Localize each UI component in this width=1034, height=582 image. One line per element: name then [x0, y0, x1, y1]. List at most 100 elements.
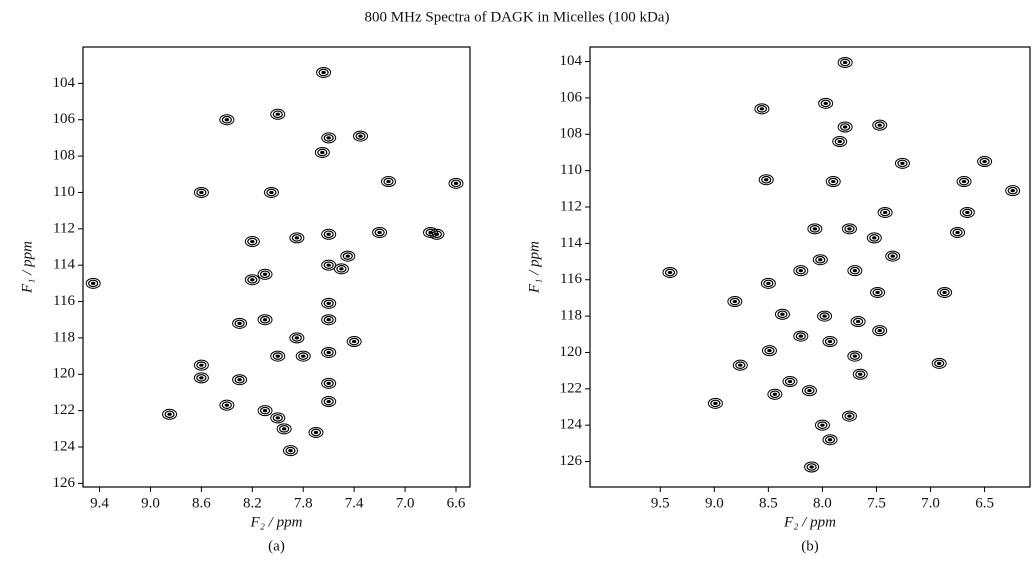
peak-core	[358, 134, 363, 138]
peak-contour	[259, 315, 271, 324]
peak-core	[262, 318, 268, 322]
peak-contour	[295, 350, 311, 362]
peak	[346, 336, 362, 348]
peak	[870, 286, 886, 298]
peak-contour	[979, 157, 990, 166]
peak-contour	[793, 265, 809, 277]
peak-contour	[429, 228, 445, 240]
peak-contour	[782, 376, 798, 388]
peak	[283, 445, 299, 457]
peak-core	[326, 263, 331, 267]
peak	[814, 419, 830, 431]
peak	[85, 277, 101, 289]
peak-core	[90, 281, 96, 285]
peak	[244, 236, 260, 248]
peak-core	[759, 107, 765, 111]
peak-core	[199, 190, 204, 195]
peak-contour	[939, 288, 950, 297]
peak	[931, 357, 947, 369]
peak	[381, 176, 397, 188]
panel-label: (b)	[801, 538, 819, 554]
peak-contour	[431, 230, 443, 239]
peak-contour	[817, 310, 833, 322]
peak-contour	[812, 254, 828, 266]
peak	[321, 259, 337, 271]
peak-contour	[732, 359, 748, 371]
peak-contour	[244, 274, 260, 286]
peak-contour	[852, 368, 868, 380]
peak-core	[767, 349, 772, 353]
peak-contour	[849, 266, 860, 275]
peak-contour	[897, 159, 908, 168]
peak-contour	[164, 410, 175, 419]
peak-contour	[219, 399, 235, 411]
peak	[852, 368, 868, 380]
peak-contour	[931, 357, 947, 369]
peak-contour	[234, 375, 245, 384]
peak-core	[738, 363, 743, 367]
y-tick-label: 116	[560, 271, 582, 287]
peak	[232, 374, 248, 386]
peak-contour	[809, 225, 820, 233]
peak-core	[798, 334, 804, 338]
peak-contour	[934, 359, 945, 368]
y-tick-label: 126	[53, 475, 76, 491]
peak	[774, 308, 790, 320]
peak-core	[339, 267, 344, 271]
peak-contour	[847, 350, 863, 362]
peak-core	[326, 136, 331, 140]
y-tick-label: 112	[560, 198, 582, 214]
peak-contour	[824, 435, 836, 444]
x-tick-label: 7.5	[867, 495, 886, 511]
peak-contour	[855, 370, 866, 379]
peak-contour	[340, 250, 356, 262]
peak-contour	[795, 266, 806, 275]
peak	[162, 408, 178, 420]
peak-contour	[817, 421, 828, 429]
peak-contour	[756, 105, 767, 113]
y-tick-label: 122	[53, 402, 76, 418]
peak-contour	[353, 130, 369, 142]
peak-core	[780, 312, 785, 316]
peak-contour	[729, 297, 740, 306]
peak-contour	[270, 350, 286, 362]
peak-contour	[887, 252, 898, 260]
peak-contour	[270, 108, 286, 120]
peak-contour	[662, 266, 678, 278]
peak-contour	[804, 386, 815, 395]
x-tick-label: 9.0	[141, 495, 160, 511]
peak-contour	[372, 226, 388, 238]
peak	[270, 412, 286, 424]
peak-contour	[321, 132, 337, 144]
peak-core	[882, 210, 888, 215]
peak-core	[847, 227, 852, 231]
peak	[707, 397, 723, 409]
peak-contour	[815, 255, 826, 264]
peak-contour	[423, 226, 439, 238]
peak	[837, 56, 853, 68]
peak	[818, 97, 834, 109]
peak-contour	[196, 374, 207, 382]
peak	[793, 330, 809, 342]
peak	[232, 317, 248, 329]
peak-contour	[806, 463, 817, 471]
peak	[276, 423, 292, 435]
peak	[977, 156, 993, 168]
y-axis-label: F₁ / ppm	[526, 241, 542, 294]
x-tick-label: 9.4	[90, 495, 109, 511]
peak-contour	[774, 308, 790, 320]
peak-core	[237, 378, 242, 382]
peak	[321, 346, 337, 358]
peak-contour	[872, 119, 888, 131]
peak-contour	[323, 261, 334, 269]
peak-contour	[822, 434, 838, 446]
peak-core	[237, 321, 242, 325]
peak-contour	[847, 265, 863, 277]
peak-core	[250, 239, 255, 244]
peak-contour	[880, 208, 891, 217]
peak-contour	[764, 346, 775, 355]
figure-title: 800 MHz Spectra of DAGK in Micelles (100…	[365, 9, 670, 25]
peak	[429, 228, 445, 240]
peak-contour	[822, 336, 838, 348]
peak	[937, 286, 953, 298]
